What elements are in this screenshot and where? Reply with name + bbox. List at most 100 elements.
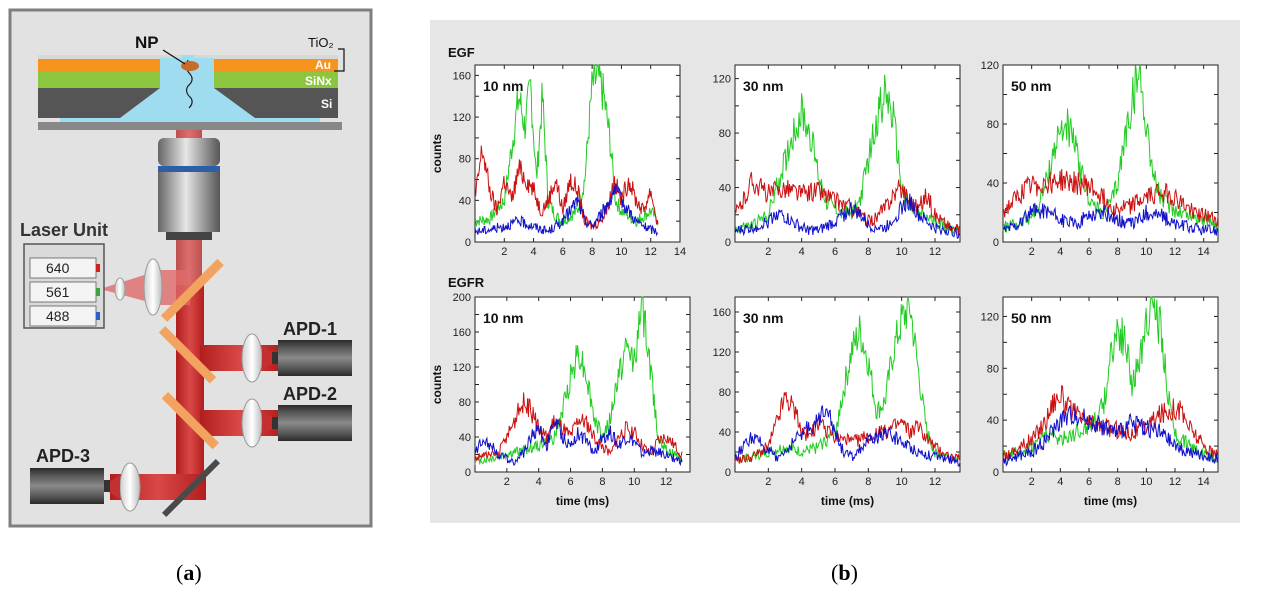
laser-488-label: 488 [46,308,70,324]
y-tick-label: 80 [459,154,471,166]
series-red [1002,384,1219,462]
y-tick-label: 40 [987,178,999,190]
laser-561-label: 561 [46,284,70,300]
x-tick-label: 4 [1057,246,1063,258]
x-tick-label: 6 [567,476,573,488]
panel-a-setup-diagram: NP TiO₂ Au SiNx Si Laser Unit [8,8,373,528]
dichroic-mirrors [158,258,224,517]
apd1-body [278,340,352,376]
nanopore-chip [38,55,342,130]
x-tick-label: 12 [1169,476,1181,488]
series-blue [734,405,961,467]
x-tick-label: 2 [1029,476,1035,488]
x-tick-label: 2 [504,476,510,488]
x-tick-label: 8 [1115,476,1121,488]
apd2-lens [241,398,263,448]
objective-lens [158,138,220,240]
chart-egf-50-nm: 0 40 80 120 2 4 6 8 10 12 14 50 nm [981,60,1219,258]
apd1-label: APD-1 [283,319,337,339]
x-tick-label: 4 [799,246,805,258]
apd2-focus [262,411,278,435]
y-tick-label: 120 [713,347,731,359]
series-blue [474,418,683,467]
x-tick-label: 10 [615,246,627,258]
apd1-detector [272,340,352,376]
x-tick-label: 12 [1169,246,1181,258]
apd3-label: APD-3 [36,446,90,466]
x-tick-label: 6 [1086,246,1092,258]
laser-561-indicator [96,288,100,296]
x-axis-label: time (ms) [821,494,874,508]
laser-640-indicator [96,264,100,272]
apd2-label: APD-2 [283,384,337,404]
x-tick-label: 10 [1140,476,1152,488]
chart-title: 50 nm [1011,310,1051,326]
x-tick-label: 6 [1086,476,1092,488]
series-blue [474,183,659,237]
x-tick-label: 14 [674,246,686,258]
apd1-focus [262,346,278,370]
chip-base [38,122,342,130]
plot-area [1002,296,1219,473]
x-tick-label: 4 [799,476,805,488]
x-tick-label: 6 [832,476,838,488]
objective-top [158,138,220,166]
series-green [474,296,683,465]
dichroic-mirror-2 [158,326,217,384]
au-label: Au [315,58,331,72]
chart-title: 10 nm [483,310,523,326]
x-tick-label: 2 [1029,246,1035,258]
x-tick-label: 6 [832,246,838,258]
x-tick-label: 8 [1115,246,1121,258]
x-tick-label: 12 [645,246,657,258]
chart-egfr-30-nm: 0 40 80 120 160 2 4 6 8 10 12 30 nm time (ms) [713,296,961,508]
y-tick-label: 0 [465,467,471,479]
y-tick-label: 120 [453,362,471,374]
y-tick-label: 160 [713,307,731,319]
laser-small-lens [114,277,126,301]
apd2-window [272,417,278,429]
y-tick-label: 40 [719,183,731,195]
objective-body [158,172,220,232]
y-tick-label: 40 [459,195,471,207]
y-axis-label: counts [430,134,444,174]
chart-egfr-10-nm: 0 40 80 120 160 200 2 4 6 8 10 12 10 nm counts time (m… [430,292,691,508]
caption-b: (b) [831,560,858,585]
x-tick-label: 8 [599,476,605,488]
row-label-egfr: EGFR [448,275,485,290]
series-red [474,392,683,462]
y-tick-label: 80 [719,387,731,399]
y-tick-label: 0 [725,467,731,479]
y-tick-label: 80 [719,128,731,140]
apd2-body [278,405,352,441]
objective-tip [166,232,212,240]
beam-vertical-main [176,285,204,475]
x-tick-label: 14 [1198,476,1210,488]
x-tick-label: 10 [896,476,908,488]
tio2-bracket [334,48,345,72]
x-tick-label: 4 [531,246,537,258]
y-tick-label: 40 [719,427,731,439]
x-tick-label: 8 [865,246,871,258]
nanoparticle [181,61,199,71]
chip-underlayer [60,118,320,122]
series-blue [734,193,961,239]
y-tick-label: 120 [981,60,999,72]
series-red [734,171,961,236]
y-tick-label: 120 [981,311,999,323]
apd3-detector [30,468,110,504]
plot-area [734,64,961,243]
caption-a: (a) [176,560,202,585]
apd1-lens [241,333,263,383]
x-tick-label: 8 [589,246,595,258]
y-tick-label: 80 [987,363,999,375]
sinx-label: SiNx [305,74,332,88]
np-label: NP [135,33,159,52]
y-tick-label: 0 [725,237,731,249]
chart-title: 30 nm [743,310,783,326]
y-tick-label: 0 [465,237,471,249]
apd3-body [30,468,104,504]
apd2-detector [272,405,352,441]
